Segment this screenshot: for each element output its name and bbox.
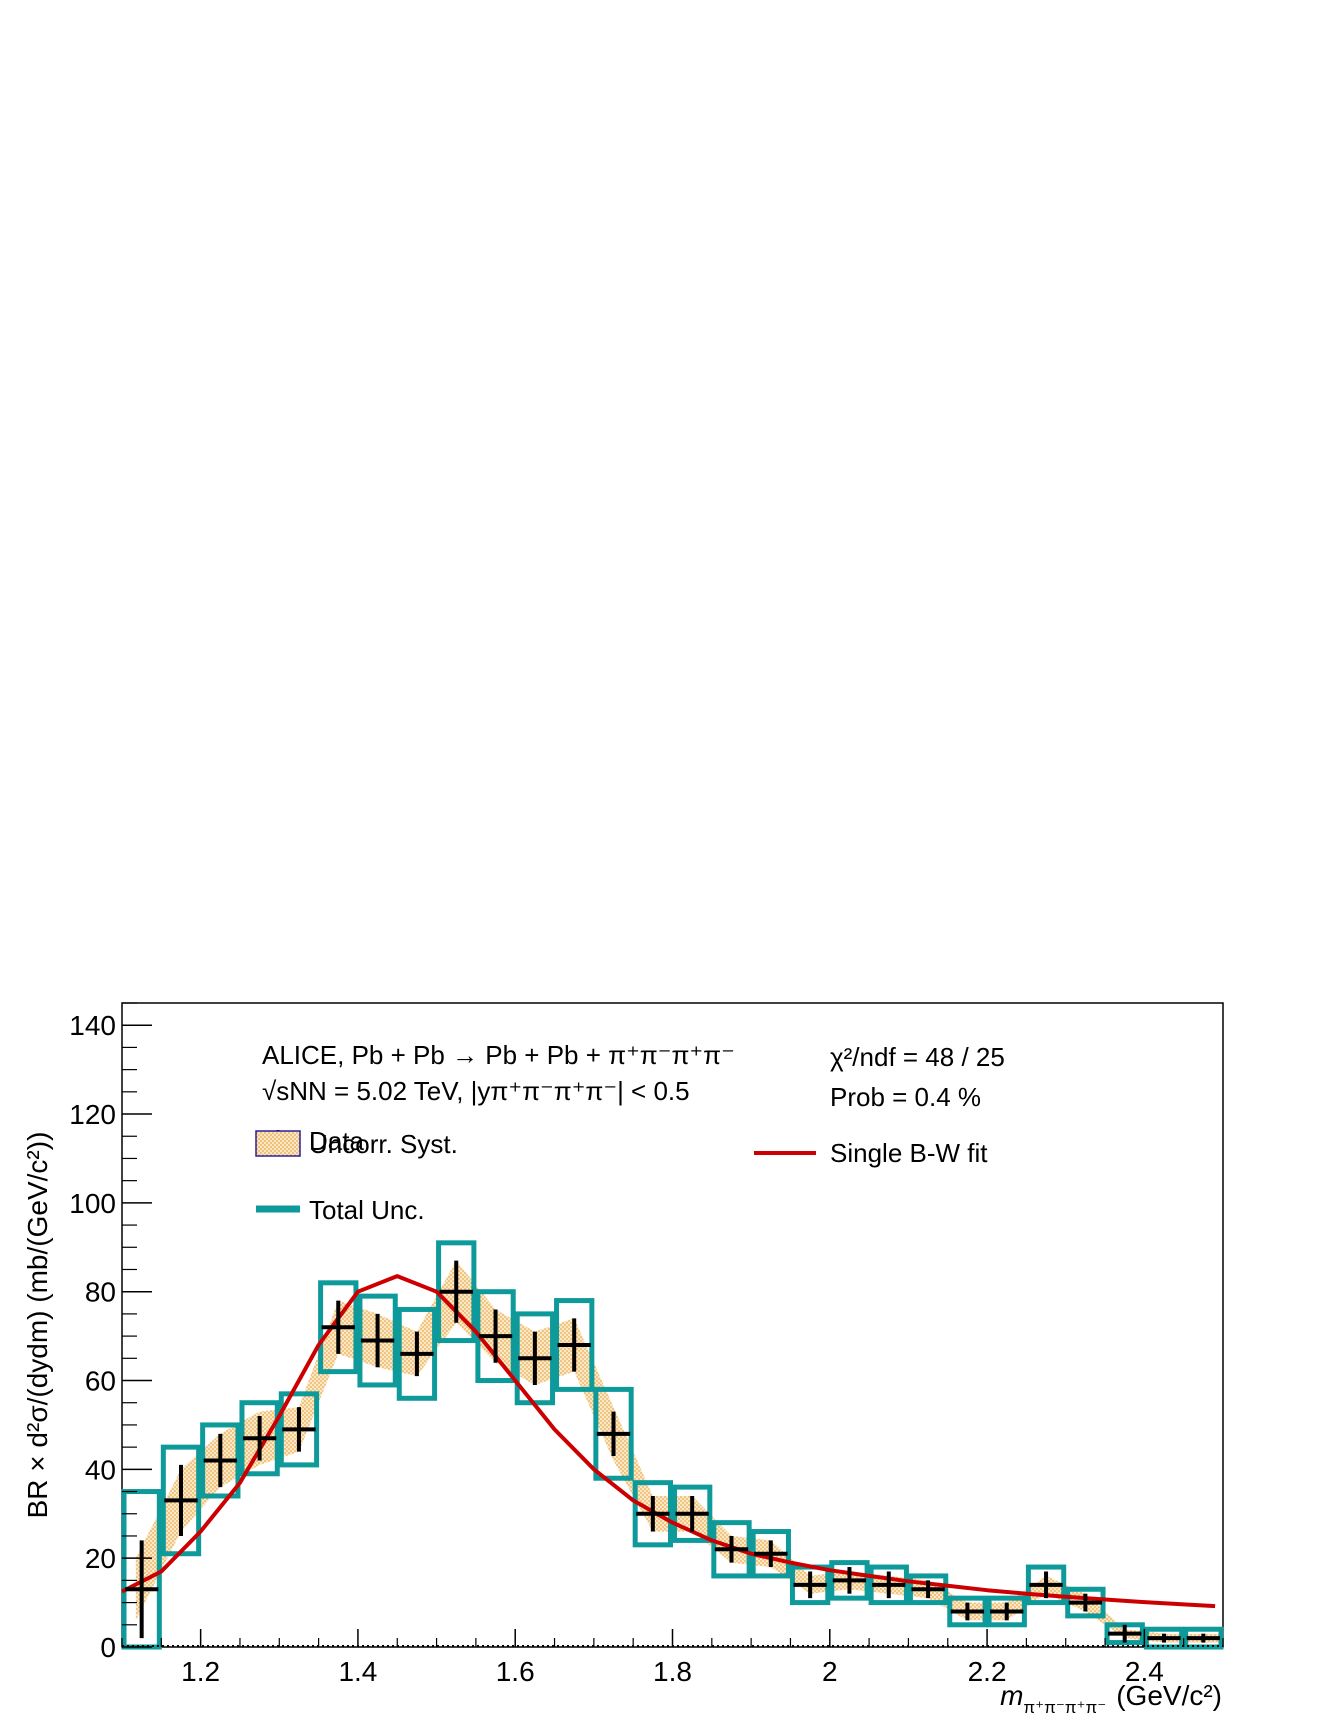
total-unc-box [1025,1564,1067,1606]
data-point [1068,1593,1103,1612]
fit-curve [121,1274,1216,1609]
y-tick-label: 40 [85,1454,116,1485]
data-point [439,1260,473,1323]
total-unc-box [632,1480,674,1548]
uncorr-syst-area [135,1260,1223,1643]
data-point [872,1571,906,1599]
axes: 1.2 1.4 1.6 1.8 2 2.2 2.4 0 20 40 60 80 100 120 140 [69,1002,1224,1687]
x-tick-label: 1.8 [653,1656,692,1687]
legend-total-label: Total Unc. [309,1195,425,1225]
total-unc-box [711,1520,752,1579]
data-point [793,1571,827,1599]
total-unc-box [1065,1586,1106,1619]
total-unc-box [829,1560,870,1601]
total-unc-box [868,1564,909,1606]
annotation-chi2: χ²/ndf = 48 / 25 [830,1042,1005,1072]
data-point [125,1540,159,1639]
y-tick-label: 100 [69,1188,116,1219]
data-point [1186,1633,1220,1643]
data-point [164,1464,198,1536]
total-unc-box [593,1386,634,1481]
y-tick-label: 120 [69,1099,116,1130]
x-tick-label: 2.4 [1125,1656,1164,1687]
legend-data-label: Data [309,1126,364,1156]
data-point [203,1433,237,1488]
x-tick-label: 2.2 [968,1656,1007,1687]
x-tick-label: 2 [822,1656,838,1687]
data-point [478,1309,513,1363]
annotation-prob: Prob = 0.4 % [830,1082,981,1112]
data-point [596,1411,631,1457]
y-tick-label: 20 [85,1543,116,1574]
total-unc-box [986,1595,1027,1628]
total-unc-box [318,1280,359,1375]
total-unc-box [278,1391,320,1468]
total-unc-box [239,1400,280,1477]
legend-uncorr-swatch [255,1130,301,1157]
x-tick-label: 1.4 [338,1656,377,1687]
total-unc-box [672,1484,713,1543]
data-point [714,1535,749,1563]
data-point [636,1495,670,1532]
data-point [832,1567,867,1594]
total-unc-box [200,1422,241,1499]
legend-uncorr-label: Uncorr. Syst. [309,1129,458,1159]
x-axis-title: mπ⁺π⁻π⁺π⁻ (GeV/c²) [1000,1680,1222,1717]
y-axis-title: BR × d²σ/(dydm) (mb/(GeV/c²)) [22,1132,53,1519]
data-point [675,1495,709,1532]
data-point [1029,1571,1063,1599]
y-tick-label: 0 [100,1632,116,1663]
data-point [242,1416,277,1461]
total-unc-box [357,1293,398,1388]
data-point [990,1602,1024,1621]
uncorr-syst-band [135,1260,1223,1643]
x-tick-label: 1.2 [181,1656,220,1687]
annotation-line2: √sNN = 5.02 TeV, |yπ⁺π⁻π⁺π⁻| < 0.5 [262,1076,690,1106]
data-point [321,1300,355,1354]
fit-curve-layer [121,1274,1216,1609]
data-point [1108,1624,1142,1643]
data-point [282,1407,316,1452]
y-tick-label: 60 [85,1366,116,1397]
legend: Data Uncorr. Syst. Total Unc. Single B-W… [255,1126,988,1225]
total-unc-box [396,1306,438,1401]
total-unc-box [554,1298,595,1392]
data-point [518,1331,552,1385]
data-point [911,1580,945,1599]
y-tick-label: 80 [85,1277,116,1308]
data-point [1147,1633,1181,1643]
data-point [950,1602,985,1621]
total-unc-box [907,1573,949,1606]
x-axis-title-unit: (GeV/c²) [1116,1680,1222,1711]
data-point [400,1331,434,1377]
data-point [360,1313,395,1368]
x-axis-title-symbol: m [1000,1680,1023,1711]
total-unc-box [947,1595,988,1628]
legend-fit-label: Single B-W fit [830,1138,988,1168]
total-unc-box [1143,1626,1185,1650]
x-tick-label: 1.6 [496,1656,535,1687]
y-tick-label: 140 [69,1010,116,1041]
x-axis-title-subscript: π⁺π⁻π⁺π⁻ [1023,1698,1106,1717]
data-point [557,1318,591,1372]
annotation-line1: ALICE, Pb + Pb → Pb + Pb + π⁺π⁻π⁺π⁻ [262,1040,735,1070]
data-points [125,1260,1220,1643]
data-point [754,1540,788,1568]
